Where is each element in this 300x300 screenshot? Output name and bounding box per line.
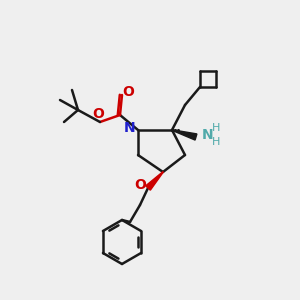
Polygon shape bbox=[172, 130, 197, 140]
Text: H: H bbox=[212, 137, 220, 147]
Text: O: O bbox=[134, 178, 146, 192]
Text: H: H bbox=[212, 123, 220, 133]
Text: O: O bbox=[92, 107, 104, 121]
Polygon shape bbox=[146, 172, 163, 190]
Text: N: N bbox=[202, 128, 214, 142]
Text: N: N bbox=[124, 121, 136, 135]
Text: O: O bbox=[122, 85, 134, 99]
